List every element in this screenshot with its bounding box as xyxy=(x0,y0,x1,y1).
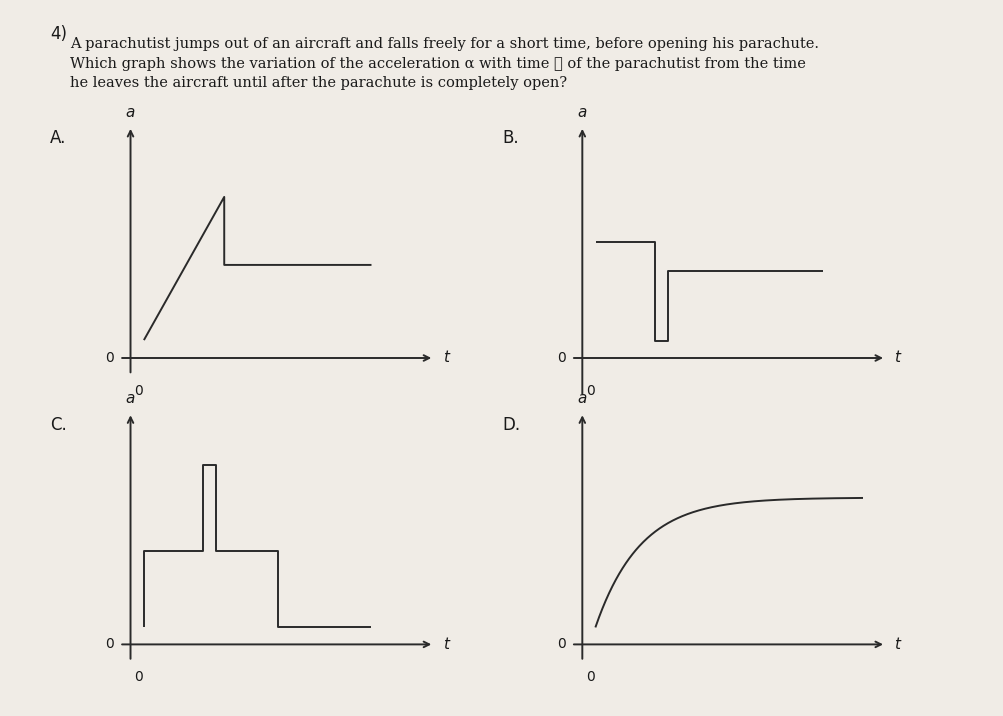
Text: he leaves the aircraft until after the parachute is completely open?: he leaves the aircraft until after the p… xyxy=(70,76,567,90)
Text: a: a xyxy=(577,105,587,120)
Text: t: t xyxy=(894,351,900,365)
Text: a: a xyxy=(125,391,135,406)
Text: 4): 4) xyxy=(50,25,67,43)
Text: 0: 0 xyxy=(586,670,595,684)
Text: 0: 0 xyxy=(104,351,113,365)
Text: B.: B. xyxy=(502,129,519,147)
Text: C.: C. xyxy=(50,415,67,434)
Text: Which graph shows the variation of the acceleration α with time ℓ of the parachu: Which graph shows the variation of the a… xyxy=(70,57,805,71)
Text: a: a xyxy=(125,105,135,120)
Text: 0: 0 xyxy=(134,384,143,398)
Text: D.: D. xyxy=(502,415,520,434)
Text: 0: 0 xyxy=(556,637,565,652)
Text: t: t xyxy=(442,637,448,652)
Text: A.: A. xyxy=(50,129,66,147)
Text: 0: 0 xyxy=(586,384,595,398)
Text: A parachutist jumps out of an aircraft and falls freely for a short time, before: A parachutist jumps out of an aircraft a… xyxy=(70,37,818,52)
Text: 0: 0 xyxy=(134,670,143,684)
Text: 0: 0 xyxy=(104,637,113,652)
Text: t: t xyxy=(894,637,900,652)
Text: 0: 0 xyxy=(556,351,565,365)
Text: t: t xyxy=(442,351,448,365)
Text: a: a xyxy=(577,391,587,406)
